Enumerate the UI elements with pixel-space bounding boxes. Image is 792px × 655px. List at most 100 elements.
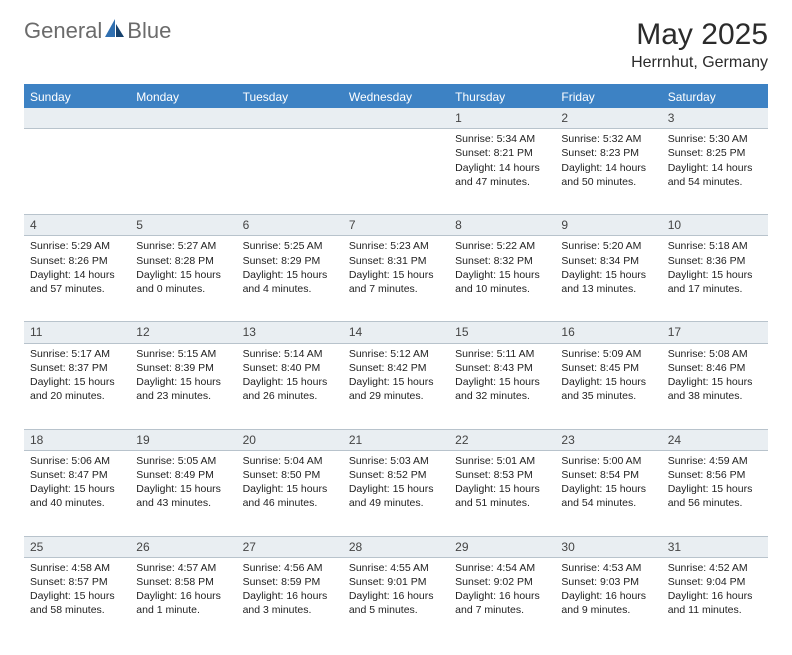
day-info-line: Daylight: 14 hours: [30, 268, 124, 282]
day-info-line: Daylight: 15 hours: [455, 268, 549, 282]
day-info-line: and 7 minutes.: [455, 603, 549, 617]
day-info-line: and 35 minutes.: [561, 389, 655, 403]
day-info-line: Daylight: 15 hours: [561, 375, 655, 389]
day-info-line: and 56 minutes.: [668, 496, 762, 510]
header: General Blue May 2025 Herrnhut, Germany: [24, 18, 768, 72]
day-info-line: Daylight: 15 hours: [561, 482, 655, 496]
day-info-line: Sunrise: 5:20 AM: [561, 239, 655, 253]
day-header-cell: Monday: [130, 86, 236, 108]
day-info-line: and 26 minutes.: [243, 389, 337, 403]
day-info-line: and 51 minutes.: [455, 496, 549, 510]
day-cell: Sunrise: 5:29 AMSunset: 8:26 PMDaylight:…: [24, 236, 130, 321]
day-info-line: Sunset: 8:59 PM: [243, 575, 337, 589]
day-number: 3: [662, 108, 768, 128]
day-info-line: Daylight: 15 hours: [349, 482, 443, 496]
day-info-line: Daylight: 16 hours: [243, 589, 337, 603]
week-row: Sunrise: 5:29 AMSunset: 8:26 PMDaylight:…: [24, 236, 768, 321]
day-number: 23: [555, 430, 661, 450]
day-number: 4: [24, 215, 130, 235]
day-info-line: Sunset: 8:25 PM: [668, 146, 762, 160]
day-cell: Sunrise: 5:32 AMSunset: 8:23 PMDaylight:…: [555, 129, 661, 214]
day-info-line: Sunset: 8:53 PM: [455, 468, 549, 482]
day-info-line: Sunrise: 4:57 AM: [136, 561, 230, 575]
day-number: 1: [449, 108, 555, 128]
week-row: Sunrise: 4:58 AMSunset: 8:57 PMDaylight:…: [24, 558, 768, 643]
day-number: 7: [343, 215, 449, 235]
day-info-line: Sunset: 8:29 PM: [243, 254, 337, 268]
day-info-line: Daylight: 16 hours: [668, 589, 762, 603]
daynum-row: 25262728293031: [24, 536, 768, 558]
day-cell: Sunrise: 5:27 AMSunset: 8:28 PMDaylight:…: [130, 236, 236, 321]
day-info-line: Sunrise: 5:14 AM: [243, 347, 337, 361]
day-cell: Sunrise: 4:52 AMSunset: 9:04 PMDaylight:…: [662, 558, 768, 643]
day-info-line: Sunset: 8:37 PM: [30, 361, 124, 375]
day-info-line: Sunrise: 4:53 AM: [561, 561, 655, 575]
day-info-line: and 9 minutes.: [561, 603, 655, 617]
day-info-line: and 50 minutes.: [561, 175, 655, 189]
day-cell: Sunrise: 5:14 AMSunset: 8:40 PMDaylight:…: [237, 344, 343, 429]
day-info-line: and 49 minutes.: [349, 496, 443, 510]
day-cell: Sunrise: 4:59 AMSunset: 8:56 PMDaylight:…: [662, 451, 768, 536]
day-info-line: Sunset: 8:43 PM: [455, 361, 549, 375]
day-cell: Sunrise: 5:11 AMSunset: 8:43 PMDaylight:…: [449, 344, 555, 429]
day-number: 15: [449, 322, 555, 342]
day-info-line: and 57 minutes.: [30, 282, 124, 296]
logo-text-1: General: [24, 18, 102, 44]
day-info-line: Sunrise: 5:17 AM: [30, 347, 124, 361]
day-number: 26: [130, 537, 236, 557]
day-info-line: and 20 minutes.: [30, 389, 124, 403]
day-info-line: Daylight: 16 hours: [136, 589, 230, 603]
day-info-line: and 7 minutes.: [349, 282, 443, 296]
day-info-line: Sunset: 8:21 PM: [455, 146, 549, 160]
day-info-line: and 17 minutes.: [668, 282, 762, 296]
logo: General Blue: [24, 18, 171, 44]
day-info-line: Sunset: 8:28 PM: [136, 254, 230, 268]
day-header-cell: Sunday: [24, 86, 130, 108]
day-number: 29: [449, 537, 555, 557]
day-cell: Sunrise: 5:04 AMSunset: 8:50 PMDaylight:…: [237, 451, 343, 536]
day-cell: Sunrise: 5:08 AMSunset: 8:46 PMDaylight:…: [662, 344, 768, 429]
day-cell: Sunrise: 5:01 AMSunset: 8:53 PMDaylight:…: [449, 451, 555, 536]
day-cell: [130, 129, 236, 214]
day-number: 5: [130, 215, 236, 235]
day-info-line: Sunrise: 5:34 AM: [455, 132, 549, 146]
day-info-line: and 32 minutes.: [455, 389, 549, 403]
day-info-line: Sunrise: 5:27 AM: [136, 239, 230, 253]
day-info-line: Sunrise: 5:11 AM: [455, 347, 549, 361]
day-header-cell: Thursday: [449, 86, 555, 108]
day-info-line: Sunset: 9:03 PM: [561, 575, 655, 589]
sail-icon: [104, 18, 126, 44]
day-number: 18: [24, 430, 130, 450]
day-info-line: Sunset: 8:50 PM: [243, 468, 337, 482]
day-info-line: Sunrise: 5:08 AM: [668, 347, 762, 361]
day-number: 11: [24, 322, 130, 342]
day-info-line: Sunrise: 5:32 AM: [561, 132, 655, 146]
day-number: [237, 108, 343, 128]
day-info-line: Sunrise: 5:04 AM: [243, 454, 337, 468]
day-info-line: Daylight: 14 hours: [668, 161, 762, 175]
day-info-line: Sunrise: 5:22 AM: [455, 239, 549, 253]
day-info-line: and 40 minutes.: [30, 496, 124, 510]
day-info-line: Sunset: 8:47 PM: [30, 468, 124, 482]
day-info-line: Daylight: 15 hours: [668, 375, 762, 389]
day-cell: Sunrise: 5:00 AMSunset: 8:54 PMDaylight:…: [555, 451, 661, 536]
day-cell: Sunrise: 5:18 AMSunset: 8:36 PMDaylight:…: [662, 236, 768, 321]
day-info-line: Sunrise: 5:05 AM: [136, 454, 230, 468]
day-info-line: and 5 minutes.: [349, 603, 443, 617]
day-info-line: Sunrise: 5:30 AM: [668, 132, 762, 146]
day-cell: Sunrise: 5:30 AMSunset: 8:25 PMDaylight:…: [662, 129, 768, 214]
day-header-cell: Wednesday: [343, 86, 449, 108]
day-info-line: Daylight: 14 hours: [561, 161, 655, 175]
day-info-line: Sunset: 8:39 PM: [136, 361, 230, 375]
day-number: 20: [237, 430, 343, 450]
day-number: 2: [555, 108, 661, 128]
day-info-line: Sunrise: 5:06 AM: [30, 454, 124, 468]
day-info-line: and 29 minutes.: [349, 389, 443, 403]
day-info-line: and 3 minutes.: [243, 603, 337, 617]
day-cell: Sunrise: 4:55 AMSunset: 9:01 PMDaylight:…: [343, 558, 449, 643]
day-info-line: Sunrise: 4:56 AM: [243, 561, 337, 575]
day-info-line: and 0 minutes.: [136, 282, 230, 296]
day-info-line: Daylight: 16 hours: [561, 589, 655, 603]
day-info-line: Sunset: 8:45 PM: [561, 361, 655, 375]
day-info-line: and 38 minutes.: [668, 389, 762, 403]
